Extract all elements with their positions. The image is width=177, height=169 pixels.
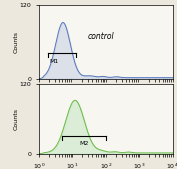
Y-axis label: Counts: Counts <box>13 31 18 53</box>
Text: M1: M1 <box>50 59 59 64</box>
Text: M2: M2 <box>79 141 89 146</box>
Text: control: control <box>87 32 114 41</box>
Y-axis label: Counts: Counts <box>13 108 18 130</box>
